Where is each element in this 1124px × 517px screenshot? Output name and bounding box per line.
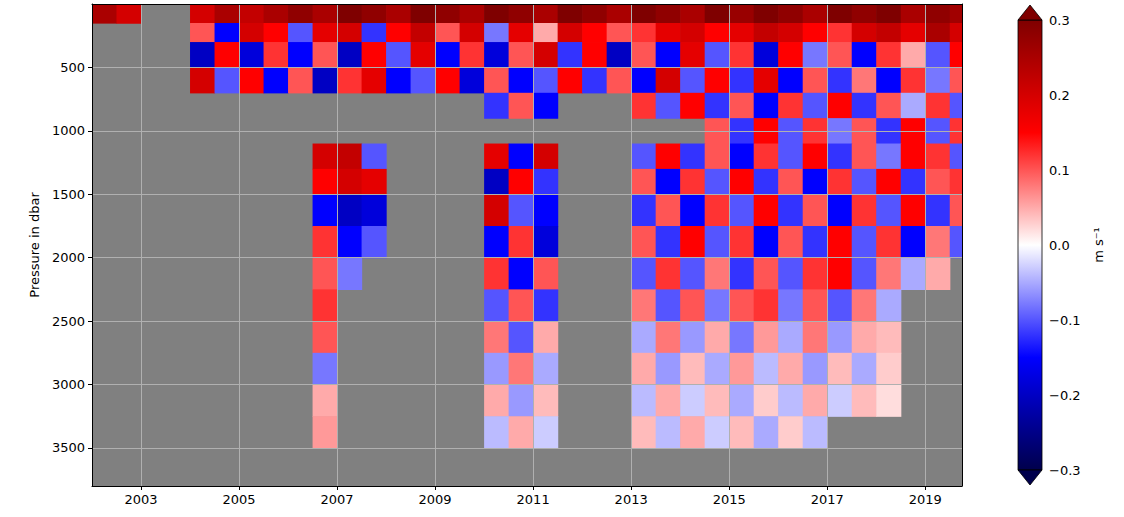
svg-text:0.2: 0.2 [1049, 88, 1070, 103]
svg-text:0.0: 0.0 [1049, 238, 1070, 253]
svg-text:−0.2: −0.2 [1049, 388, 1081, 403]
svg-text:2007: 2007 [321, 492, 354, 507]
svg-text:m s⁻¹: m s⁻¹ [1091, 227, 1106, 263]
svg-text:2015: 2015 [713, 492, 746, 507]
svg-text:2009: 2009 [419, 492, 452, 507]
svg-text:1500: 1500 [52, 187, 85, 202]
svg-text:Pressure in dbar: Pressure in dbar [27, 192, 42, 298]
svg-text:0.3: 0.3 [1049, 13, 1070, 28]
svg-text:2011: 2011 [517, 492, 550, 507]
svg-text:−0.3: −0.3 [1049, 463, 1081, 478]
svg-text:2003: 2003 [124, 492, 157, 507]
svg-text:2017: 2017 [811, 492, 844, 507]
svg-text:3000: 3000 [52, 377, 85, 392]
svg-text:2500: 2500 [52, 314, 85, 329]
svg-text:1000: 1000 [52, 123, 85, 138]
svg-text:2013: 2013 [615, 492, 648, 507]
svg-text:3500: 3500 [52, 440, 85, 455]
svg-text:2005: 2005 [222, 492, 255, 507]
svg-text:0.1: 0.1 [1049, 163, 1070, 178]
svg-text:2019: 2019 [909, 492, 942, 507]
svg-text:2000: 2000 [52, 250, 85, 265]
svg-text:500: 500 [60, 60, 85, 75]
svg-text:−0.1: −0.1 [1049, 313, 1081, 328]
